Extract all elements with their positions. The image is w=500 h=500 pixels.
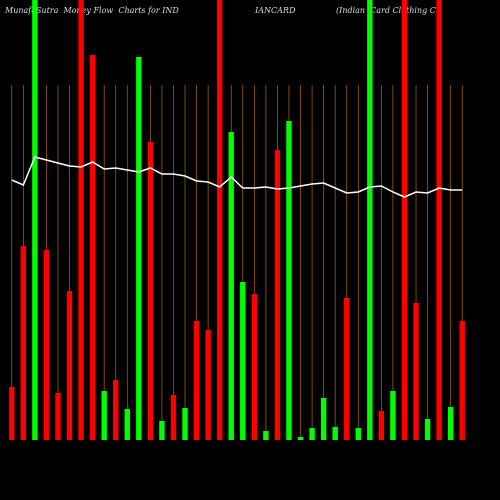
bar [20, 246, 27, 440]
bar [309, 428, 315, 440]
bar [205, 330, 211, 440]
bar [297, 437, 304, 440]
bar [251, 294, 258, 440]
money-flow-line [11, 156, 463, 198]
bar [401, 0, 408, 440]
bar [436, 0, 442, 440]
bar [344, 298, 350, 440]
bar [66, 291, 73, 440]
bar [147, 142, 154, 440]
bar [355, 428, 361, 440]
bar [101, 391, 107, 440]
bar [367, 0, 373, 440]
bar [113, 380, 119, 440]
bar [89, 55, 96, 440]
bar [193, 321, 200, 440]
bar [447, 407, 454, 440]
bar [124, 409, 130, 440]
bar [43, 250, 50, 440]
bar [332, 427, 338, 440]
bar [216, 0, 223, 440]
bar [413, 303, 419, 440]
bar [228, 132, 234, 440]
bar [320, 398, 327, 440]
bar [78, 0, 84, 440]
bar [32, 0, 38, 440]
bar [286, 121, 292, 440]
bar [459, 321, 465, 440]
bar [390, 391, 396, 440]
bar [170, 395, 177, 440]
bar [274, 150, 281, 440]
bar [159, 421, 165, 440]
bar [240, 282, 246, 440]
bar [136, 57, 142, 440]
bar [263, 431, 269, 440]
bar [182, 408, 188, 440]
bar [55, 393, 61, 440]
bar [9, 387, 15, 440]
bar [424, 419, 431, 440]
bar [378, 411, 385, 440]
